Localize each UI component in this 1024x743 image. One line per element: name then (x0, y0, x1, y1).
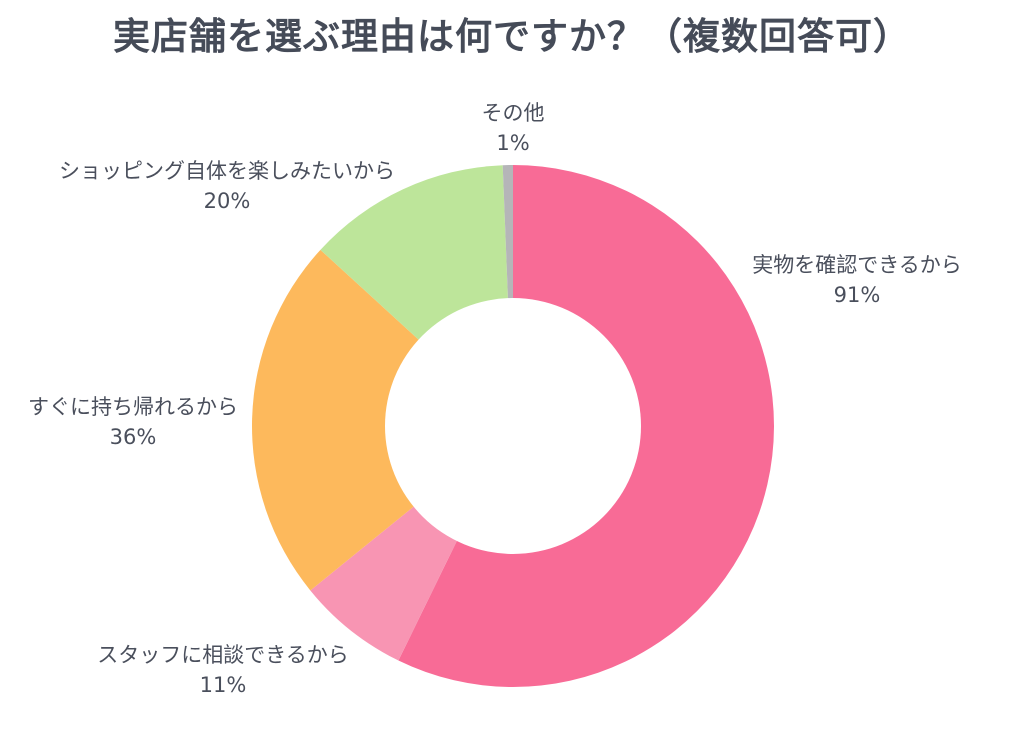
slice-name: その他 (481, 101, 545, 125)
slice-label-take-home: すぐに持ち帰れるから 36% (28, 392, 238, 452)
slice-value: 36% (109, 425, 157, 449)
slice-value: 20% (203, 189, 251, 213)
slice-value: 91% (833, 283, 881, 307)
slice-value: 11% (199, 673, 247, 697)
slice-label-enjoy-shopping: ショッピング自体を楽しみたいから 20% (59, 156, 395, 216)
slice-label-other: その他 1% (482, 98, 545, 158)
slice-label-actual-item: 実物を確認できるから 91% (752, 250, 962, 310)
slice-label-staff-consult: スタッフに相談できるから 11% (97, 640, 349, 700)
slice-take-home (252, 249, 514, 591)
chart-title: 実店舗を選ぶ理由は何ですか？（複数回答可） (113, 15, 911, 58)
slice-name: 実物を確認できるから (752, 253, 962, 277)
donut-hole (385, 298, 641, 554)
slice-name: ショッピング自体を楽しみたいから (59, 159, 395, 183)
slice-name: スタッフに相談できるから (97, 643, 349, 667)
slice-value: 1% (496, 131, 530, 155)
slice-name: すぐに持ち帰れるから (28, 395, 238, 419)
